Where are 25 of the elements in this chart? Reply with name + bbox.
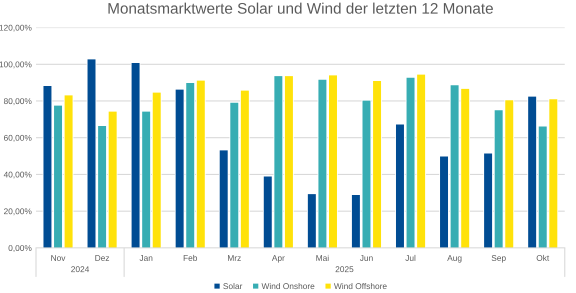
legend-label: Solar: [223, 282, 242, 290]
x-tick-label: Nov: [51, 255, 66, 261]
y-tick-label: 120,00%: [0, 24, 32, 32]
x-tick-label: Mai: [316, 254, 329, 261]
y-tick-label: 20,00%: [4, 208, 32, 216]
x-tick-label: Aug: [447, 255, 462, 263]
x-tick-label: Apr: [272, 255, 285, 263]
x-tick-label: Sep: [492, 255, 506, 263]
y-tick-label: 0,00%: [8, 245, 32, 252]
legend-label: Wind Onshore: [262, 282, 314, 290]
x-tick-label: Jul: [405, 254, 416, 261]
text: 2025: [336, 266, 354, 272]
legend-label: Wind Offshore: [334, 282, 387, 290]
x-tick-label: Okt: [536, 254, 550, 261]
x-tick-label: Dez: [95, 255, 110, 261]
y-tick-label: 100,00%: [0, 61, 32, 68]
y-tick-label: 60,00%: [4, 134, 32, 142]
text: 2024: [71, 266, 90, 272]
x-tick-label: Mrz: [228, 255, 241, 261]
x-tick-label: Jun: [360, 255, 373, 261]
y-tick-label: 40,00%: [4, 172, 32, 179]
x-tick-label: Jan: [140, 255, 152, 261]
x-tick-label: Feb: [184, 254, 198, 261]
chart-title: Monatsmarktwerte Solar und Wind der letzten 12 Monate: [108, 2, 493, 14]
y-tick-label: 80,00%: [4, 98, 32, 106]
